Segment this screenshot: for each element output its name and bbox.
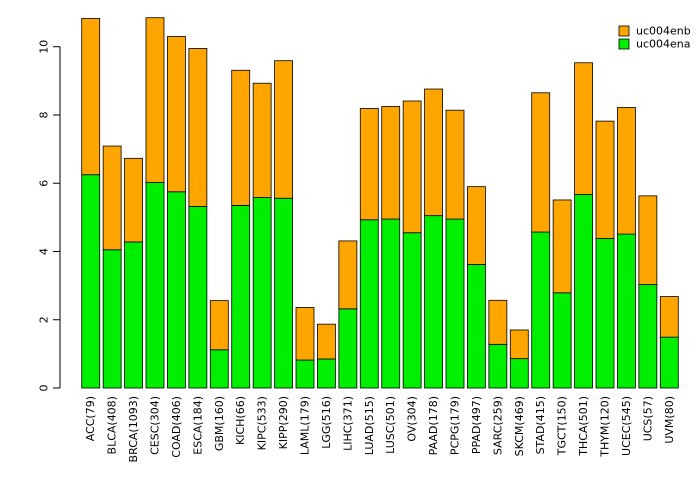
y-tick-label: 10 <box>38 40 51 54</box>
y-tick-label: 6 <box>38 180 51 187</box>
x-tick-label: ESCA(184) <box>191 396 204 455</box>
y-tick-label: 2 <box>38 316 51 323</box>
bars-group <box>81 17 679 389</box>
bar-uc004ena-acc <box>81 174 101 389</box>
x-tick-label: LIHC(371) <box>341 396 354 451</box>
bar-uc004enb-stad <box>531 92 551 233</box>
x-tick-label: PCPG(179) <box>449 396 462 455</box>
bar-uc004enb-coad <box>167 36 186 193</box>
x-tick-label: TGCT(150) <box>556 396 569 456</box>
x-tick-label: LUAD(515) <box>363 396 376 455</box>
bar-uc004enb-gbm <box>209 300 229 351</box>
x-tick-label: OV(304) <box>406 396 419 442</box>
bar-uc004ena-kich <box>231 205 251 389</box>
bar-uc004ena-pcpg <box>445 218 465 389</box>
bar-uc004enb-esca <box>188 48 208 207</box>
bar-uc004enb-luad <box>359 108 379 221</box>
x-tick-label: BLCA(408) <box>106 396 119 454</box>
bar-uc004ena-coad <box>167 191 186 389</box>
bar-uc004ena-sarc <box>488 343 508 389</box>
bar-uc004ena-gbm <box>209 349 229 389</box>
y-tick-label: 8 <box>38 111 51 118</box>
bar-uc004enb-cesc <box>145 17 165 183</box>
x-tick-label: KIPC(533) <box>256 396 269 450</box>
x-tick-label: PAAD(178) <box>427 396 440 455</box>
x-axis-labels: ACC(79) BLCA(408) BRCA(1093) CESC(304) COAD(… <box>84 396 676 462</box>
bar-uc004ena-lgg <box>317 358 336 389</box>
bar-uc004ena-paad <box>424 215 443 389</box>
x-tick-label: UVM(80) <box>663 396 676 444</box>
bar-uc004enb-ov <box>402 100 422 234</box>
bar-uc004enb-kipc <box>252 82 272 198</box>
bar-uc004ena-kipp <box>274 197 293 389</box>
bar-uc004enb-ppad <box>467 186 486 265</box>
x-tick-label: ACC(79) <box>84 396 97 441</box>
bar-uc004ena-skcm <box>509 358 529 389</box>
legend-swatch-uc004enb <box>618 25 630 37</box>
x-tick-label: LGG(516) <box>320 396 333 449</box>
legend-label-uc004enb: uc004enb <box>636 25 691 38</box>
bar-uc004enb-kipp <box>274 60 293 199</box>
bar-uc004enb-laml <box>295 307 315 361</box>
x-tick-label: LAML(179) <box>299 396 312 455</box>
x-tick-label: UCEC(545) <box>620 396 633 456</box>
bar-uc004ena-cesc <box>145 182 165 389</box>
x-tick-label: KIPP(290) <box>277 396 290 449</box>
bar-uc004enb-sarc <box>488 299 508 345</box>
bar-uc004ena-laml <box>295 359 315 389</box>
bar-uc004enb-uvm <box>659 296 679 338</box>
bar-uc004ena-blca <box>102 249 122 389</box>
x-tick-label: STAD(415) <box>534 396 547 454</box>
bar-uc004ena-brca <box>124 241 143 389</box>
bar-uc004enb-skcm <box>509 329 529 360</box>
bar-uc004ena-uvm <box>659 336 679 389</box>
bar-uc004enb-lgg <box>317 323 336 360</box>
x-tick-label: COAD(406) <box>170 396 183 458</box>
x-tick-label: BRCA(1093) <box>127 396 140 462</box>
bar-uc004enb-blca <box>102 145 122 251</box>
y-axis: 0 2 4 6 8 10 <box>38 40 61 392</box>
bar-uc004enb-pcpg <box>445 109 465 220</box>
x-tick-label: LUSC(501) <box>384 396 397 454</box>
bar-uc004enb-tgct <box>552 199 572 294</box>
x-tick-label: SARC(259) <box>491 396 504 455</box>
bar-uc004enb-brca <box>124 157 143 243</box>
x-tick-label: PPAD(497) <box>470 396 483 454</box>
bar-uc004ena-ucs <box>638 284 658 389</box>
x-tick-label: UCS(57) <box>641 396 654 441</box>
x-tick-label: SKCM(469) <box>513 396 526 456</box>
legend-swatch-uc004ena <box>618 38 630 50</box>
bar-uc004ena-kipc <box>252 197 272 389</box>
x-tick-label: THYM(120) <box>599 396 612 458</box>
x-tick-label: THCA(501) <box>577 396 590 457</box>
bar-uc004ena-ppad <box>467 264 486 389</box>
bar-uc004ena-thym <box>595 238 615 389</box>
bar-uc004enb-lusc <box>381 106 401 220</box>
bar-uc004ena-ov <box>402 232 422 389</box>
bar-uc004ena-esca <box>188 206 208 389</box>
bar-uc004ena-lusc <box>381 218 401 389</box>
bar-uc004ena-tgct <box>552 292 572 389</box>
x-tick-label: CESC(304) <box>149 396 162 455</box>
x-tick-label: KICH(66) <box>234 396 247 445</box>
bar-uc004ena-lihc <box>338 308 358 389</box>
bar-uc004ena-thca <box>574 194 593 389</box>
bar-uc004enb-thca <box>574 62 593 195</box>
x-tick-label: GBM(160) <box>213 396 226 451</box>
bar-uc004enb-thym <box>595 120 615 239</box>
bar-uc004enb-paad <box>424 88 443 217</box>
y-tick-label: 4 <box>38 248 51 255</box>
legend-label-uc004ena: uc004ena <box>636 38 691 51</box>
bar-uc004enb-lihc <box>338 240 358 310</box>
bar-uc004ena-stad <box>531 231 551 389</box>
bar-uc004ena-ucec <box>617 233 636 389</box>
bar-uc004enb-ucs <box>638 195 658 285</box>
bar-uc004enb-kich <box>231 69 251 206</box>
bar-uc004enb-acc <box>81 17 101 176</box>
bar-uc004ena-luad <box>359 219 379 389</box>
y-tick-label: 0 <box>38 385 51 392</box>
bar-uc004enb-ucec <box>617 107 636 235</box>
